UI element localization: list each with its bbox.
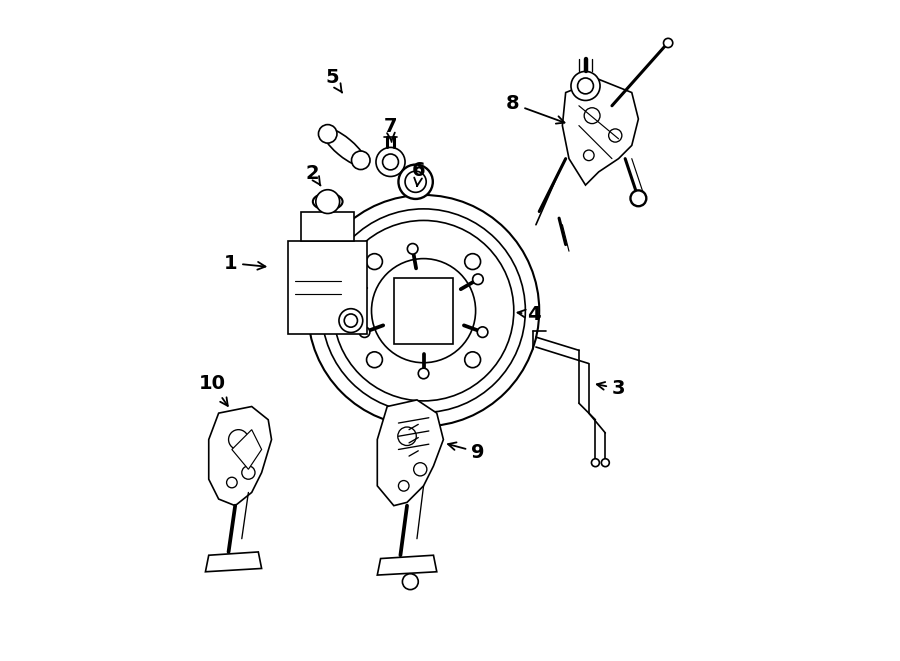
FancyBboxPatch shape bbox=[288, 241, 367, 334]
Ellipse shape bbox=[322, 128, 366, 167]
Circle shape bbox=[402, 574, 418, 590]
Text: 3: 3 bbox=[597, 379, 626, 398]
Circle shape bbox=[359, 327, 370, 337]
Text: 9: 9 bbox=[448, 442, 484, 461]
Polygon shape bbox=[377, 400, 444, 506]
Ellipse shape bbox=[313, 193, 343, 210]
Text: 2: 2 bbox=[306, 164, 320, 186]
Ellipse shape bbox=[319, 124, 337, 143]
Text: 8: 8 bbox=[506, 95, 564, 124]
Circle shape bbox=[591, 459, 599, 467]
Circle shape bbox=[339, 309, 363, 332]
Ellipse shape bbox=[352, 151, 370, 170]
Text: 10: 10 bbox=[199, 374, 228, 406]
Circle shape bbox=[408, 243, 418, 254]
Circle shape bbox=[631, 190, 646, 206]
Circle shape bbox=[418, 368, 428, 379]
Polygon shape bbox=[377, 555, 436, 575]
Polygon shape bbox=[209, 407, 272, 506]
Text: 4: 4 bbox=[518, 305, 541, 324]
Circle shape bbox=[601, 459, 609, 467]
Polygon shape bbox=[205, 552, 262, 572]
Circle shape bbox=[464, 352, 481, 368]
Circle shape bbox=[464, 254, 481, 270]
FancyBboxPatch shape bbox=[394, 278, 454, 344]
Text: 7: 7 bbox=[383, 118, 397, 142]
Circle shape bbox=[376, 147, 405, 176]
Circle shape bbox=[477, 327, 488, 337]
Circle shape bbox=[366, 254, 382, 270]
Text: 5: 5 bbox=[326, 69, 342, 93]
Polygon shape bbox=[562, 79, 638, 185]
FancyBboxPatch shape bbox=[302, 212, 355, 241]
Circle shape bbox=[316, 190, 339, 214]
Text: 6: 6 bbox=[412, 161, 426, 186]
Circle shape bbox=[571, 71, 600, 100]
Circle shape bbox=[366, 352, 382, 368]
Text: 1: 1 bbox=[224, 254, 266, 272]
Polygon shape bbox=[232, 430, 262, 469]
Circle shape bbox=[663, 38, 673, 48]
Circle shape bbox=[472, 274, 483, 284]
Circle shape bbox=[399, 165, 433, 199]
